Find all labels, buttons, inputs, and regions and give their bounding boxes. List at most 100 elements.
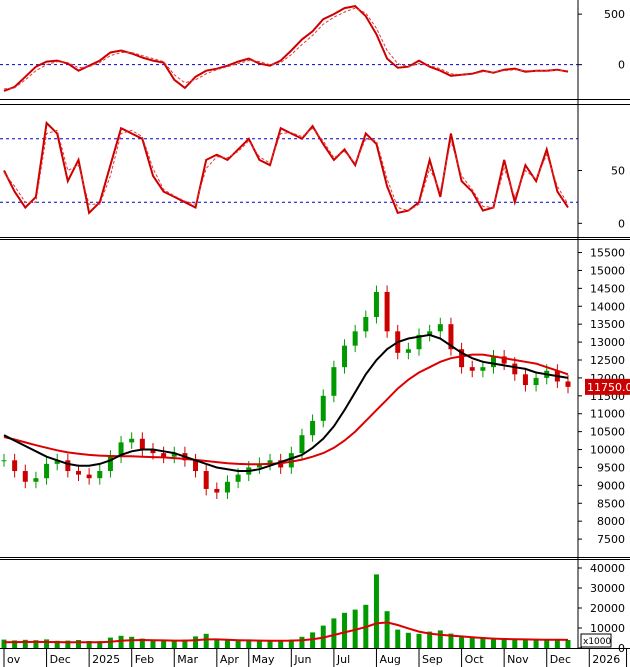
- y-tick-label: 7500: [597, 533, 625, 546]
- y-tick-label: 0: [618, 59, 625, 72]
- candle-body: [267, 460, 273, 464]
- y-tick-label: 500: [604, 8, 625, 21]
- volume-bar: [129, 636, 135, 648]
- candle-body: [54, 460, 60, 464]
- candle-body: [214, 488, 220, 493]
- stochastic-main-line: [3, 120, 569, 215]
- y-tick-label: 9500: [597, 461, 625, 474]
- volume-bar: [459, 635, 465, 648]
- volume-bar: [512, 639, 518, 648]
- volume-bar: [278, 640, 284, 648]
- candle-body: [65, 460, 71, 472]
- candle-body: [118, 442, 124, 457]
- candle-body: [448, 324, 454, 350]
- macd-panel: [3, 5, 569, 92]
- volume-bar: [224, 640, 230, 648]
- x-tick-label: Sep: [422, 653, 443, 666]
- volume-bar: [203, 633, 209, 648]
- candle-body: [320, 395, 326, 421]
- candle-body: [86, 474, 92, 479]
- candle-body: [533, 377, 539, 386]
- volume-bar: [288, 639, 294, 648]
- panel-borders: [0, 0, 630, 649]
- candle-body: [384, 291, 390, 332]
- volume-bar: [267, 640, 273, 648]
- macd-signal-line: [3, 7, 569, 90]
- candle-body: [373, 291, 379, 318]
- candle-body: [363, 317, 369, 332]
- candle-body: [469, 367, 475, 371]
- volume-bar: [437, 630, 443, 648]
- volume-bar: [150, 640, 156, 648]
- y-tick-label: 20000: [590, 602, 625, 615]
- x-tick-label: May: [252, 653, 275, 666]
- x-tick-label: 2026: [592, 653, 620, 666]
- y-tick-label: 0: [618, 642, 625, 655]
- y-tick-label: 9000: [597, 479, 625, 492]
- x-tick-label: Apr: [220, 653, 240, 666]
- volume-bar: [75, 640, 81, 648]
- volume-bar: [12, 640, 18, 648]
- candle-body: [171, 453, 177, 457]
- x-tick-label: Nov: [507, 653, 529, 666]
- volume-bar: [214, 639, 220, 648]
- volume-bar: [405, 632, 411, 648]
- volume-bar: [299, 636, 305, 648]
- candle-body: [193, 460, 199, 472]
- x-tick-label: 2025: [92, 653, 120, 666]
- x-tick-label: Dec: [50, 653, 71, 666]
- candle-body: [405, 349, 411, 353]
- y-tick-label: 0: [618, 217, 625, 230]
- y-tick-label: 8000: [597, 515, 625, 528]
- candle-body: [427, 331, 433, 335]
- volume-bar: [469, 637, 475, 648]
- candle-body: [22, 471, 28, 482]
- candle-body: [139, 438, 145, 450]
- y-tick-label: 15500: [590, 247, 625, 260]
- candle-body: [1, 460, 7, 462]
- x-tick-label: Oct: [465, 653, 485, 666]
- volume-bar: [554, 639, 560, 648]
- volume-bar: [33, 640, 39, 648]
- volume-bar: [491, 638, 497, 648]
- last-price-tag-background: [585, 378, 630, 395]
- candle-body: [480, 367, 486, 371]
- last-price-tag-label: 11750.00: [587, 381, 630, 394]
- volume-bar: [256, 640, 262, 648]
- volume-multiplier-box: [580, 633, 612, 648]
- y-axis-labels: 5000500155001500014500140001350013000125…: [578, 8, 625, 655]
- last-price-tag: 11750.00: [585, 378, 630, 395]
- candle-body: [256, 463, 262, 468]
- stochastic-panel: [3, 120, 569, 215]
- x-tick-label: Mar: [177, 653, 198, 666]
- reference-lines: [0, 64, 578, 203]
- y-tick-label: 30000: [590, 582, 625, 595]
- candle-body: [203, 471, 209, 489]
- y-tick-label: 15000: [590, 264, 625, 277]
- volume-bar: [193, 636, 199, 648]
- volume-bar: [97, 641, 103, 648]
- candle-body: [161, 453, 167, 457]
- volume-bar: [533, 638, 539, 648]
- price-panel: [1, 285, 571, 499]
- candle-body: [299, 435, 305, 454]
- candle-body: [12, 460, 18, 472]
- volume-bar: [427, 631, 433, 648]
- moving-average-long: [3, 353, 569, 466]
- volume-bar: [22, 639, 28, 648]
- volume-bar: [342, 612, 348, 648]
- volume-bar: [182, 639, 188, 648]
- volume-bar: [384, 611, 390, 648]
- volume-bar: [139, 638, 145, 648]
- volume-bar: [171, 640, 177, 648]
- candle-body: [129, 438, 135, 443]
- x-tick-label: Jun: [293, 653, 311, 666]
- volume-bar: [235, 640, 241, 648]
- candle-body: [459, 349, 465, 368]
- volume-bar: [246, 640, 252, 648]
- x-axis: ov Dec 2025 Feb Mar Apr May Jun Jul Aug Sep Oct Nov D…: [3, 648, 630, 667]
- volume-bar: [565, 640, 571, 648]
- candle-body: [416, 334, 422, 350]
- volume-bar: [331, 618, 337, 648]
